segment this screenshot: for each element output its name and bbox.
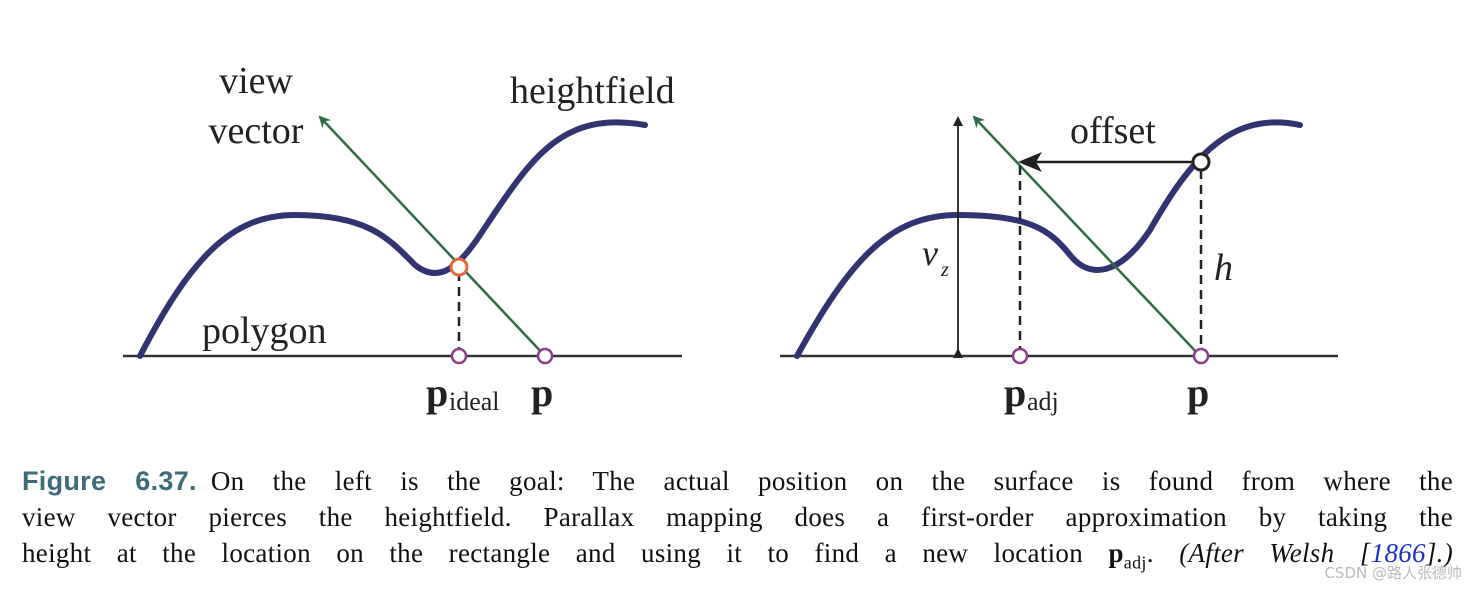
label: p xyxy=(531,370,553,415)
heightfield-curve xyxy=(137,119,648,359)
label: p xyxy=(1004,370,1026,415)
label: offset xyxy=(1070,110,1156,152)
point xyxy=(1192,347,1210,365)
point xyxy=(536,347,554,365)
point xyxy=(450,347,468,365)
heightfield-curve xyxy=(794,119,1303,359)
caption-text: . xyxy=(1146,538,1154,568)
point xyxy=(1011,347,1029,365)
label: p xyxy=(1187,370,1209,415)
figure: view vector heightfield polygon p ideal … xyxy=(123,60,1338,416)
caption-label: Figure 6.37. xyxy=(22,466,197,496)
caption-line: height at the location on the rectangle … xyxy=(22,538,1453,573)
label: ideal xyxy=(449,387,500,416)
label: adj xyxy=(1027,387,1059,416)
label: polygon xyxy=(202,310,327,352)
citation-ref[interactable]: 1866 xyxy=(1370,538,1426,568)
view-vector xyxy=(318,115,546,357)
label: vector xyxy=(209,110,304,152)
citation-text: (After Welsh [ xyxy=(1179,538,1371,568)
label: heightfield xyxy=(510,70,675,112)
citation: (After Welsh [1866].) xyxy=(1179,538,1453,568)
label: z xyxy=(940,259,949,281)
citation-text: ].) xyxy=(1425,538,1453,568)
caption-text: view vector pierces the heightfield. Par… xyxy=(22,502,1453,532)
watermark: CSDN @路人张德帅 xyxy=(1324,564,1462,582)
intersection xyxy=(449,257,469,277)
caption-line: view vector pierces the heightfield. Par… xyxy=(22,502,1453,533)
label: p xyxy=(426,370,448,415)
view-vector xyxy=(972,115,1201,357)
caption-symbol: p xyxy=(1108,538,1124,568)
caption-text: height at the location on the rectangle … xyxy=(22,538,1084,568)
label: view xyxy=(219,60,293,102)
label: h xyxy=(1214,247,1233,289)
label: v xyxy=(922,233,938,273)
caption-text: On the left is the goal: The actual posi… xyxy=(210,466,1453,496)
height-point xyxy=(1191,152,1211,172)
caption-line: Figure 6.37. On the left is the goal: The… xyxy=(22,466,1453,497)
caption-subscript: adj xyxy=(1123,552,1147,573)
